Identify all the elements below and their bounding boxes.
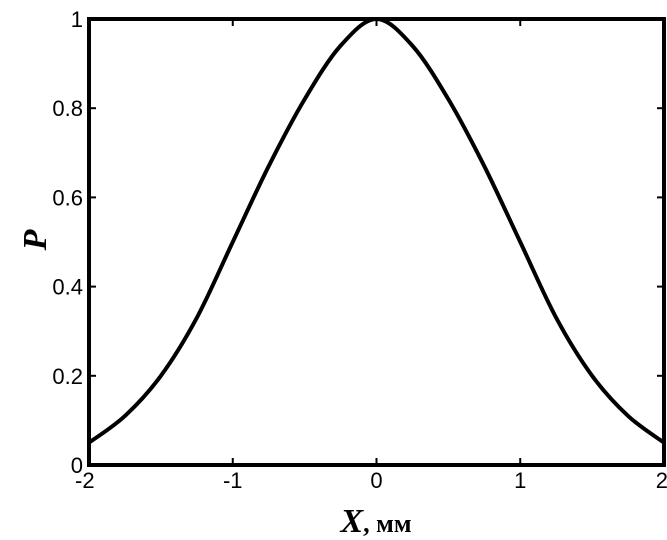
y-tick-label: 0 — [71, 453, 83, 478]
y-tick-label: 1 — [71, 7, 83, 32]
plot-area — [87, 17, 666, 445]
x-axis-title: X, мм — [339, 503, 411, 540]
tick-marks — [88, 18, 665, 466]
x-tick-label: 0 — [370, 468, 382, 493]
y-axis-title: P — [17, 229, 54, 251]
y-tick-label: 0.6 — [52, 185, 83, 210]
y-tick-label: 0.2 — [52, 364, 83, 389]
x-axis-unit: , мм — [363, 509, 411, 538]
plot-frame — [87, 17, 666, 467]
x-tick-label: 2 — [656, 468, 667, 493]
x-axis-symbol: X — [339, 503, 364, 540]
x-tick-label: 1 — [514, 468, 526, 493]
y-tick-label: 0.8 — [52, 96, 83, 121]
series-line — [87, 17, 666, 445]
x-tick-label: -2 — [75, 468, 95, 493]
tick-labels: -2 -1 0 1 2 0 0.2 0.4 0.6 0.8 1 — [52, 7, 667, 493]
x-tick-label: -1 — [223, 468, 243, 493]
y-tick-label: 0.4 — [52, 275, 83, 300]
